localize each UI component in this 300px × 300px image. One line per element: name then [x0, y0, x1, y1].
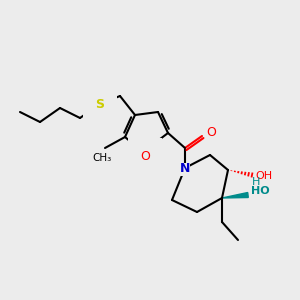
Text: H: H [252, 177, 260, 187]
Text: N: N [180, 163, 190, 176]
Text: CH₃: CH₃ [92, 153, 112, 163]
Text: HO: HO [251, 186, 270, 196]
Text: O: O [206, 127, 216, 140]
Text: S: S [95, 98, 104, 112]
Polygon shape [222, 193, 248, 198]
Text: O: O [140, 151, 150, 164]
Text: OH: OH [255, 171, 272, 181]
